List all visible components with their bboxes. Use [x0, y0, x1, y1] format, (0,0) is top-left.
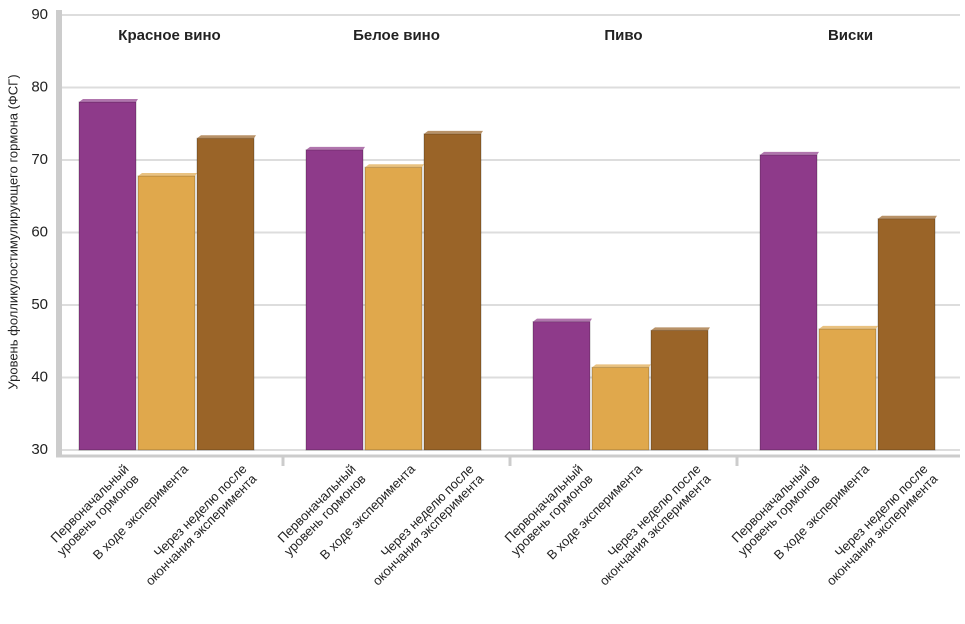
group-label: Белое вино [353, 27, 440, 44]
y-tick-label: 60 [31, 223, 48, 240]
y-tick-label: 40 [31, 368, 48, 385]
bar-top [651, 327, 710, 331]
group-label: Пиво [604, 27, 642, 44]
bar-top [533, 318, 592, 322]
bar [364, 166, 423, 451]
bar-top [138, 172, 197, 176]
bar-top [197, 135, 256, 139]
bar-top [878, 215, 937, 219]
group-label: Красное вино [118, 27, 220, 44]
bar [196, 137, 255, 451]
bar-top [424, 130, 483, 134]
bar [305, 149, 364, 451]
bar-top [592, 364, 651, 368]
y-tick-label: 50 [31, 296, 48, 313]
y-tick-label: 30 [31, 441, 48, 458]
bar [818, 328, 877, 451]
bar [137, 175, 196, 451]
bar [650, 329, 709, 451]
bar [532, 321, 591, 451]
bar-top [365, 164, 424, 168]
bar-top [819, 325, 878, 329]
bar [591, 366, 650, 451]
y-axis [56, 10, 62, 457]
bar-top [306, 146, 365, 150]
bar-top [760, 151, 819, 155]
y-tick-label: 80 [31, 78, 48, 95]
bar [877, 218, 936, 451]
bar-top [79, 99, 138, 102]
y-tick-label: 70 [31, 151, 48, 168]
bar [423, 133, 482, 451]
bar [78, 101, 137, 451]
y-tick-label: 90 [31, 6, 48, 23]
bar [759, 154, 818, 451]
y-axis-label: Уровень фолликулостимулирующего гормона … [5, 74, 20, 389]
group-label: Виски [828, 27, 873, 44]
